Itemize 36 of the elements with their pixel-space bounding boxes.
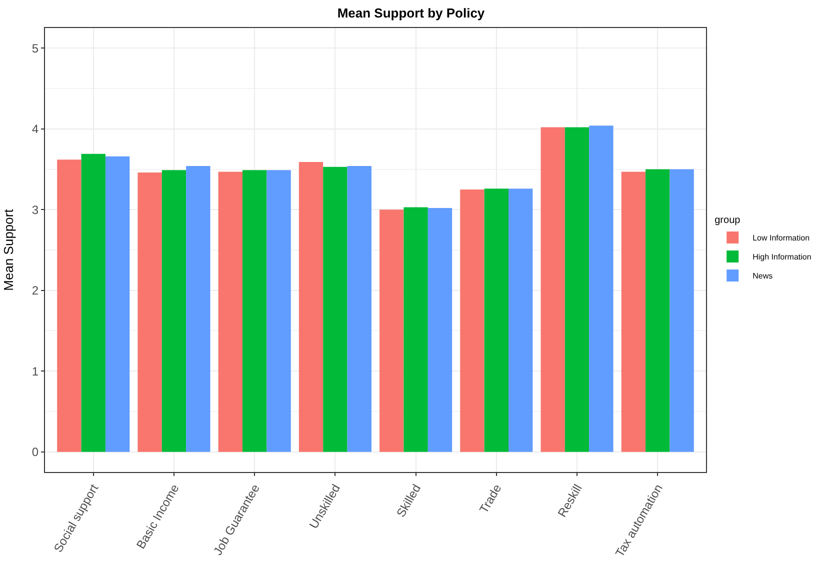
bar: [266, 170, 291, 452]
bar: [428, 208, 452, 452]
legend-label: News: [752, 272, 773, 281]
bar: [564, 127, 590, 452]
y-tick-label: 4: [32, 122, 39, 136]
bar: [621, 172, 646, 452]
bar: [138, 172, 162, 452]
bar: [186, 166, 210, 452]
y-tick-label: 2: [32, 284, 39, 298]
bar: [323, 166, 348, 452]
bar: [589, 126, 614, 452]
y-tick-label: 3: [32, 202, 39, 217]
bar: [484, 188, 509, 452]
bar: [242, 170, 267, 452]
bar: [81, 154, 106, 452]
y-tick-label: 1: [32, 364, 39, 378]
legend-title: group: [714, 215, 741, 226]
bar: [162, 170, 186, 452]
bar: [508, 188, 533, 452]
bar: [460, 189, 484, 452]
bar: [298, 162, 324, 452]
bar: [105, 156, 130, 452]
bar: [57, 160, 82, 452]
chart-title: Mean Support by Policy: [337, 6, 486, 21]
y-axis-title: Mean Support: [0, 208, 16, 291]
bar: [218, 172, 242, 452]
y-tick-label: 0: [32, 445, 39, 460]
bar: [646, 169, 670, 452]
legend-label: Low Information: [752, 234, 810, 243]
y-tick-label: 5: [32, 41, 39, 56]
bar: [380, 210, 404, 452]
bar: [670, 169, 694, 452]
bar: [347, 166, 372, 452]
legend-label: High Information: [752, 252, 812, 262]
bar: [540, 127, 565, 452]
bar: [404, 207, 428, 452]
